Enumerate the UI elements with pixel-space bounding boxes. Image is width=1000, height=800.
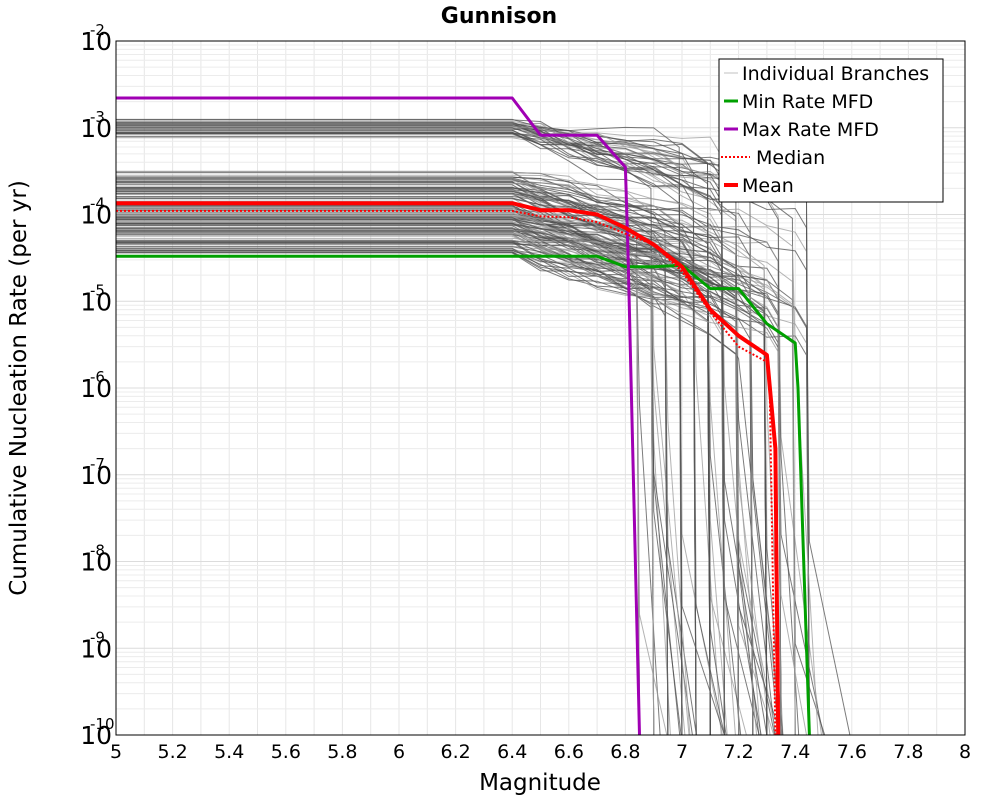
x-tick-label: 5 — [110, 741, 122, 763]
legend-label: Max Rate MFD — [742, 119, 879, 141]
branch-line — [116, 223, 740, 736]
branch-line — [116, 189, 782, 736]
legend-label: Median — [756, 147, 825, 169]
plot-frame — [115, 40, 966, 736]
x-tick-labels: 5 5.2 5.4 5.6 5.8 6 6.2 6.4 6.6 6.8 7 7.2 7.4 7.6 7.8 8 — [110, 741, 971, 763]
x-tick-label: 6.4 — [497, 741, 527, 763]
branch-line — [116, 239, 782, 736]
branch-line — [116, 124, 711, 736]
legend-box — [718, 58, 944, 203]
y-tick-label-exponent: -4 — [90, 195, 105, 213]
y-tick-label-exponent: -8 — [90, 542, 105, 560]
series-mean — [116, 201, 781, 736]
x-tick-label: 7.6 — [837, 741, 867, 763]
legend-label: Mean — [742, 175, 794, 197]
branch-line — [116, 205, 740, 736]
branch-line — [116, 171, 683, 736]
y-tick-label-exponent: -6 — [90, 368, 105, 386]
x-tick-label: 7.8 — [893, 741, 923, 763]
y-tick-label-exponent: -10 — [90, 715, 115, 733]
x-tick-label: 6.6 — [554, 741, 584, 763]
y-axis-label: Cumulative Nucleation Rate (per yr) — [6, 180, 32, 596]
y-tick-label-base: 10 — [80, 548, 112, 577]
y-tick-label-exponent: -2 — [90, 21, 105, 39]
series-min-rate-mfd — [116, 254, 811, 736]
x-tick-label: 7.2 — [723, 741, 753, 763]
branch-line — [116, 170, 690, 736]
legend-label: Individual Branches — [742, 63, 929, 85]
x-axis-label: Magnitude — [479, 770, 601, 796]
branch-line — [116, 129, 683, 736]
y-tick-label-exponent: -3 — [90, 108, 105, 126]
y-tick-label-base: 10 — [80, 374, 112, 403]
x-tick-label: 5.2 — [157, 741, 187, 763]
branch-line — [116, 234, 800, 736]
branch-line — [116, 209, 819, 736]
x-tick-label: 5.4 — [214, 741, 244, 763]
y-tick-label-base: 10 — [80, 201, 112, 230]
y-tick-label-base: 10 — [80, 27, 112, 56]
legend: Individual Branches Min Rate MFD Max Rate … — [718, 58, 944, 203]
series-lines — [116, 96, 811, 736]
y-tick-label-exponent: -5 — [90, 281, 105, 299]
x-tick-label: 6.8 — [610, 741, 640, 763]
branch-line — [116, 240, 655, 736]
x-tick-label: 6.2 — [440, 741, 470, 763]
branch-line — [116, 234, 640, 736]
branch-line — [116, 192, 851, 736]
y-tick-label-exponent: -7 — [90, 455, 105, 473]
x-tick-label: 6 — [393, 741, 405, 763]
branch-line — [116, 192, 725, 736]
branch-line — [116, 241, 725, 736]
y-tick-label-base: 10 — [80, 287, 112, 316]
x-tick-label: 7.4 — [780, 741, 810, 763]
y-tick-label-exponent: -9 — [90, 628, 105, 646]
branch-line — [116, 118, 683, 736]
branch-line — [116, 127, 697, 736]
y-tick-label-base: 10 — [80, 634, 112, 663]
legend-label: Min Rate MFD — [742, 91, 873, 113]
y-tick-label-base: 10 — [80, 721, 112, 750]
branch-line — [116, 133, 711, 736]
series-max-rate-mfd — [116, 96, 641, 736]
y-tick-label-base: 10 — [80, 461, 112, 490]
y-tick-label-base: 10 — [80, 114, 112, 143]
branch-line — [116, 136, 697, 736]
chart-title: Gunnison — [441, 4, 557, 29]
x-tick-label: 5.8 — [327, 741, 357, 763]
branch-line — [116, 202, 669, 736]
branch-line — [116, 218, 640, 736]
x-tick-label: 7 — [676, 741, 688, 763]
branch-line — [116, 132, 810, 736]
branch-line — [116, 191, 669, 736]
branch-line — [116, 193, 807, 736]
x-tick-label: 5.6 — [271, 741, 301, 763]
x-tick-label: 8 — [959, 741, 971, 763]
branch-line — [116, 232, 725, 736]
